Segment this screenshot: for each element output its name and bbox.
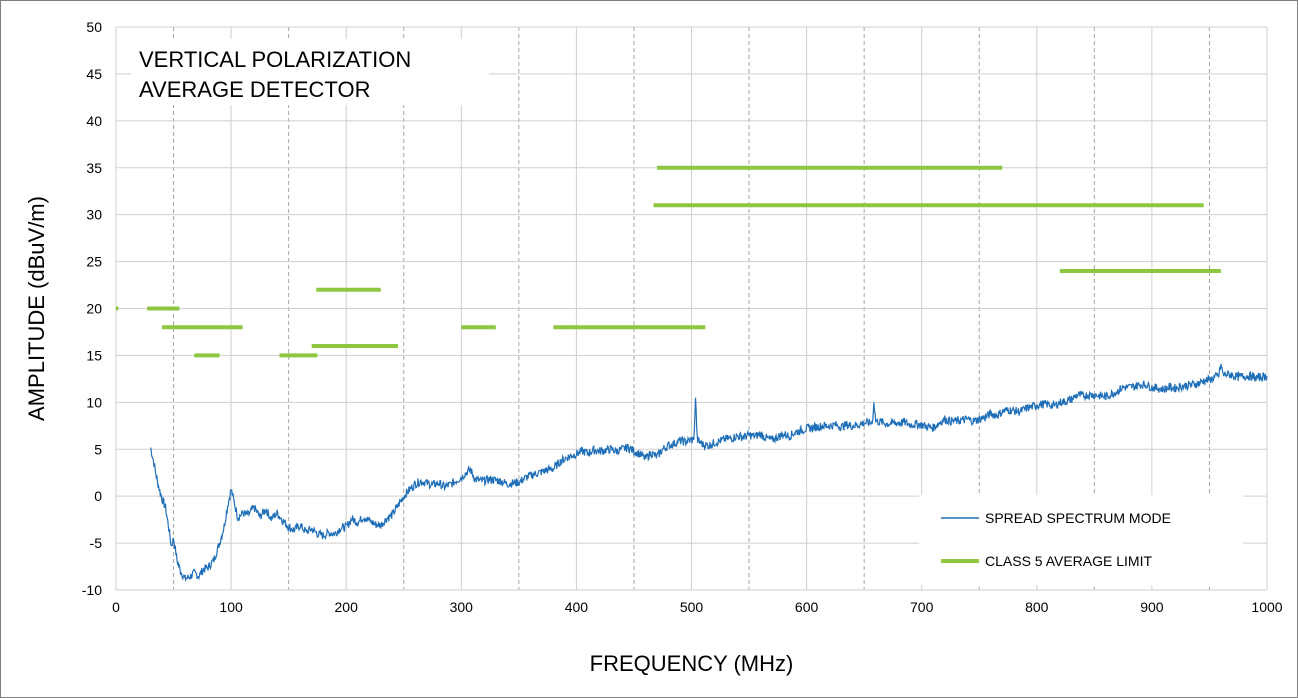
x-tick-label: 300	[450, 599, 474, 615]
x-tick-label: 200	[335, 599, 359, 615]
x-tick-label: 900	[1140, 599, 1164, 615]
title-background	[131, 39, 489, 105]
x-tick-label: 100	[219, 599, 243, 615]
x-tick-label: 600	[795, 599, 819, 615]
y-tick-label: 40	[86, 113, 102, 129]
y-tick-label: 25	[86, 254, 102, 270]
y-tick-label: -10	[82, 582, 102, 598]
x-tick-label: 700	[910, 599, 934, 615]
trace-series	[149, 363, 1268, 583]
legend-label-spread-spectrum: SPREAD SPECTRUM MODE	[985, 510, 1171, 526]
x-tick-label: 500	[680, 599, 704, 615]
y-tick-label: 30	[86, 207, 102, 223]
legend: SPREAD SPECTRUM MODE CLASS 5 AVERAGE LIM…	[919, 495, 1243, 585]
y-axis-title: AMPLITUDE (dBuV/m)	[24, 196, 49, 421]
x-tick-label: 0	[112, 599, 120, 615]
x-tick-label: 1000	[1251, 599, 1282, 615]
x-tick-label: 800	[1025, 599, 1049, 615]
y-tick-label: -5	[90, 535, 103, 551]
y-tick-label: 15	[86, 347, 102, 363]
y-tick-label: 20	[86, 301, 102, 317]
tick-labels: 0 100 200 300 400 500 600 700 800 900 1000 -10 -5 0 5 1…	[82, 19, 1283, 615]
y-tick-label: 45	[86, 66, 102, 82]
spread-spectrum-trace	[149, 363, 1268, 583]
x-axis-title: FREQUENCY (MHz)	[590, 651, 794, 676]
chart-title: VERTICAL POLARIZATION AVERAGE DETECTOR	[131, 39, 489, 105]
y-tick-label: 50	[86, 19, 102, 35]
y-tick-label: 10	[86, 394, 102, 410]
y-tick-label: 5	[94, 441, 102, 457]
legend-background	[919, 495, 1243, 585]
x-tick-label: 400	[565, 599, 589, 615]
y-tick-label: 0	[94, 488, 102, 504]
legend-label-class5-limit: CLASS 5 AVERAGE LIMIT	[985, 553, 1152, 569]
title-line-2: AVERAGE DETECTOR	[139, 77, 370, 102]
limit-segments	[116, 165, 1221, 358]
title-line-1: VERTICAL POLARIZATION	[139, 47, 411, 72]
y-tick-label: 35	[86, 160, 102, 176]
